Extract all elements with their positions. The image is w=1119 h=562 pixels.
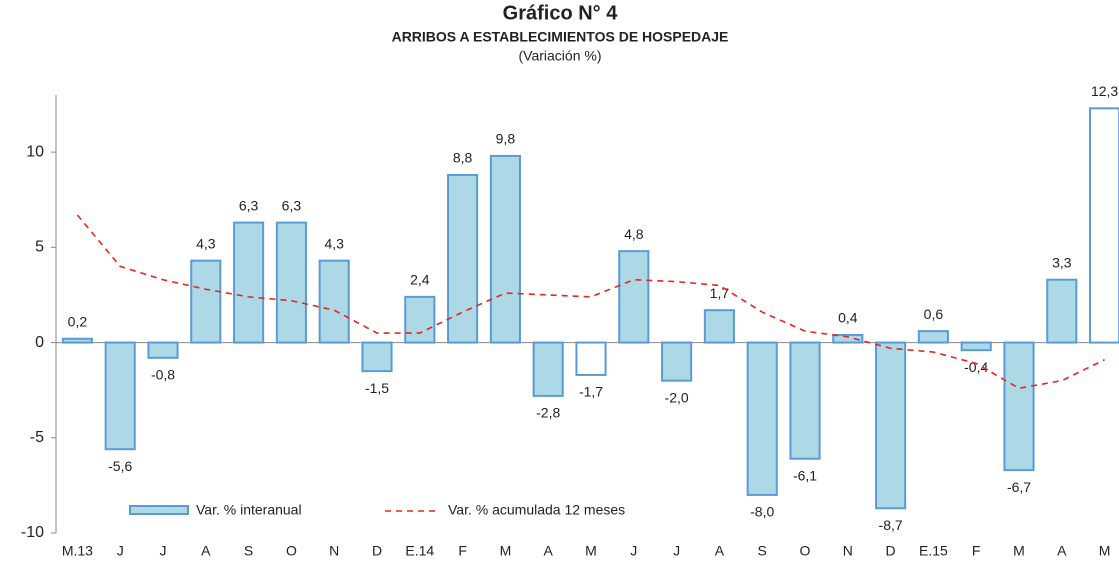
- x-tick-label: M: [1099, 543, 1111, 559]
- bar: [275, 221, 307, 344]
- data-label: -2,8: [536, 405, 560, 421]
- y-tick-label: -5: [30, 429, 44, 446]
- bar: [233, 221, 265, 344]
- bar: [661, 341, 693, 382]
- x-tick-label: A: [544, 543, 554, 559]
- data-label: 1,7: [710, 285, 730, 301]
- chart-subtitle: ARRIBOS A ESTABLECIMIENTOS DE HOSPEDAJE: [392, 29, 729, 45]
- chart-title: Gráfico N° 4: [503, 2, 619, 24]
- bar: [960, 341, 992, 352]
- bar: [1003, 341, 1035, 472]
- legend-label: Var. % acumulada 12 meses: [448, 502, 625, 518]
- x-tick-label: J: [117, 543, 124, 559]
- data-label: -6,7: [1007, 479, 1031, 495]
- data-label: 4,8: [624, 226, 644, 242]
- data-label: 6,3: [239, 197, 259, 213]
- x-tick-label: J: [630, 543, 637, 559]
- x-tick-label: O: [286, 543, 297, 559]
- y-tick-label: -10: [21, 524, 44, 541]
- x-tick-label: D: [886, 543, 896, 559]
- data-label: -0,4: [964, 359, 988, 375]
- x-tick-label: M.13: [62, 543, 93, 559]
- data-label: -1,5: [365, 380, 389, 396]
- bar: [875, 341, 907, 510]
- bar: [1046, 278, 1078, 344]
- bar: [104, 341, 136, 451]
- data-label: 4,3: [196, 235, 216, 251]
- bar: [703, 309, 735, 344]
- bar: [575, 341, 607, 376]
- data-label: 0,2: [68, 313, 88, 329]
- data-label: -8,0: [750, 504, 774, 520]
- bar: [746, 341, 778, 496]
- bar: [832, 333, 864, 344]
- x-tick-label: M: [1013, 543, 1025, 559]
- x-tick-label: A: [201, 543, 211, 559]
- x-tick-label: E.14: [405, 543, 434, 559]
- x-tick-label: N: [329, 543, 339, 559]
- data-label: 9,8: [496, 131, 516, 147]
- bar: [404, 295, 436, 344]
- data-label: -8,7: [879, 517, 903, 533]
- bar: [361, 341, 393, 373]
- bar: [1089, 107, 1119, 344]
- data-label: -6,1: [793, 467, 817, 483]
- x-tick-label: F: [972, 543, 981, 559]
- data-label: 8,8: [453, 150, 473, 166]
- bar: [532, 341, 564, 397]
- x-tick-label: N: [843, 543, 853, 559]
- bar: [618, 250, 650, 344]
- x-tick-label: S: [244, 543, 253, 559]
- data-label: -0,8: [151, 367, 175, 383]
- data-label: -2,0: [665, 389, 689, 405]
- line: [76, 214, 1105, 390]
- x-tick-label: E.15: [919, 543, 948, 559]
- x-tick-label: M: [585, 543, 597, 559]
- bar: [447, 173, 479, 344]
- data-label: 2,4: [410, 272, 430, 288]
- x-tick-label: J: [673, 543, 680, 559]
- y-tick-label: 10: [26, 143, 44, 160]
- x-tick-label: S: [758, 543, 767, 559]
- x-tick-label: D: [372, 543, 382, 559]
- bar: [147, 341, 179, 359]
- bar: [190, 259, 222, 344]
- legend-swatch: [129, 505, 189, 515]
- data-label: -1,7: [579, 384, 603, 400]
- y-tick-label: 5: [35, 239, 44, 256]
- data-label: 0,4: [838, 310, 858, 326]
- x-tick-label: M: [500, 543, 512, 559]
- data-label: 0,6: [924, 306, 944, 322]
- bar: [489, 154, 521, 344]
- data-label: 12,3: [1091, 83, 1118, 99]
- x-tick-label: A: [715, 543, 725, 559]
- y-tick-label: 0: [35, 334, 44, 351]
- legend-label: Var. % interanual: [196, 502, 302, 518]
- bar: [917, 330, 949, 344]
- bar: [61, 337, 93, 344]
- x-tick-label: J: [160, 543, 167, 559]
- x-tick-label: O: [800, 543, 811, 559]
- x-tick-label: F: [458, 543, 467, 559]
- data-label: 3,3: [1052, 254, 1072, 270]
- bar: [789, 341, 821, 460]
- data-label: 4,3: [324, 235, 344, 251]
- unit-label: (Variación %): [519, 48, 602, 64]
- data-label: -5,6: [108, 458, 132, 474]
- bar: [318, 259, 350, 344]
- data-label: 6,3: [282, 197, 302, 213]
- x-tick-label: A: [1057, 543, 1067, 559]
